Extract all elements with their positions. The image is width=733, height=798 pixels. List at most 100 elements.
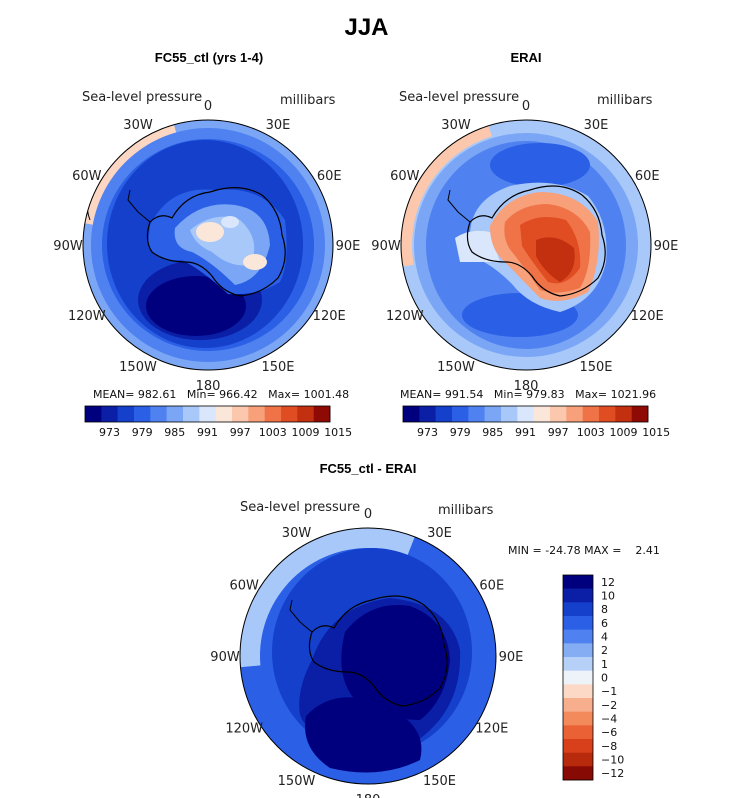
panel1-max-value: 1001.48 (303, 388, 350, 401)
panel2-colorbar-swatch (435, 406, 453, 422)
panel1-lon-label: 0 (204, 99, 212, 114)
panel2-colorbar-frame (402, 405, 649, 423)
panel3-colorbar-swatch (563, 725, 593, 740)
panel3-colorbar-swatch (563, 766, 593, 781)
panel2-map-border (400, 119, 652, 371)
panel3-colorbar-swatch (563, 575, 593, 589)
panel2-colorbar-swatch (533, 406, 551, 422)
panel3-lon-label: 60W (229, 579, 259, 594)
panel3-colorbar-tick: 0 (601, 672, 608, 685)
panel1-mean-value: 982.61 (137, 388, 177, 401)
panel3-stats: MIN = -24.78 MAX = 2.41 (508, 544, 660, 557)
panel1-colorbar-swatch (85, 406, 102, 422)
panel3-lon-label: 90E (499, 650, 524, 665)
panel3-colorbar-swatch (563, 752, 593, 767)
panel2-colorbar-tick: 997 (548, 426, 569, 439)
panel2-lon-label: 0 (522, 99, 530, 114)
panel3-colorbar-tick: 1 (601, 658, 608, 671)
figure-title: JJA (344, 14, 389, 41)
panel3-variable: Sea-level pressure (240, 500, 361, 515)
panel3-lon-label: 150W (278, 774, 316, 789)
panel1-min-value: 966.42 (219, 388, 258, 401)
panel2-colorbar-swatch (403, 406, 420, 422)
panel2-mean-value: 991.54 (444, 388, 484, 401)
panel3-lon-label: 120W (225, 722, 263, 737)
panel3-colorbar-tick: 8 (601, 603, 608, 616)
panel1-colorbar-swatch (166, 406, 184, 422)
panel3-colorbar-swatch (563, 629, 593, 644)
panel3-colorbar-tick: 6 (601, 617, 608, 630)
colorbars: 973 979 985 991 997 1003 1009 1015 973 979 985 991 9… (84, 405, 670, 781)
panel3-colorbar-swatch (563, 616, 593, 630)
panel1-colorbar-tick: 973 (99, 426, 120, 439)
panel3-colorbar-swatch (563, 739, 593, 753)
panel1-colorbar-swatch (134, 406, 151, 422)
panel1-lon-label: 150E (261, 360, 294, 375)
panel3-colorbar-tick: 10 (601, 590, 615, 603)
panel1-lon-label: 60E (317, 169, 342, 184)
panel1-colorbar-swatch (264, 406, 282, 422)
panel3-colorbar-swatch (563, 670, 593, 685)
panel1-colorbar-swatch (248, 406, 265, 422)
panel3-title: FC55_ctl - ERAI (319, 461, 417, 476)
panel2-min-value: 979.83 (526, 388, 565, 401)
panel3-colorbar-swatch (563, 684, 593, 699)
panel2-lon-label: 30W (441, 118, 471, 133)
lon-labels: 030E60E90E120E150E180150W120W90W60W30W03… (53, 99, 678, 798)
panel3-min-value: -24.78 (545, 544, 581, 557)
panel1-colorbar-tick: 979 (132, 426, 153, 439)
panel1-lon-label: 90W (53, 239, 83, 254)
panel3-lon-label: 150E (423, 774, 456, 789)
panel1-colorbar-tick: 991 (197, 426, 218, 439)
panel1-max-label: Max= (268, 388, 301, 401)
panel3-colorbar-tick: −10 (601, 754, 624, 767)
panel1-lon-label: 30W (123, 118, 153, 133)
panel1-colorbar-tick: 997 (230, 426, 251, 439)
panel1-colorbar-tick: 985 (164, 426, 185, 439)
panel1-title: FC55_ctl (yrs 1-4) (154, 50, 264, 65)
panel3-map (240, 528, 496, 784)
panel3-lon-label: 30W (282, 526, 312, 541)
panel3-min-label: MIN = (508, 544, 542, 557)
panel3-lon-label: 0 (364, 507, 372, 522)
panel3-colorbar-tick: 12 (601, 576, 615, 589)
panel2-lon-label: 60E (635, 169, 660, 184)
panel2-variable: Sea-level pressure (399, 90, 520, 105)
panel3-colorbar-swatch (563, 657, 593, 671)
panel2-colorbar-tick: 973 (417, 426, 438, 439)
panel3-lon-label: 120E (475, 722, 508, 737)
panel1-lon-label: 150W (119, 360, 157, 375)
panel2-lon-label: 60W (390, 169, 420, 184)
panel1-colorbar-swatch (215, 406, 233, 422)
panel2-colorbar-tick: 1009 (610, 426, 638, 439)
panel3-lon-label: 180 (356, 793, 381, 798)
panel2-colorbar-swatch (615, 406, 632, 422)
panel3-lon-label: 90W (210, 650, 240, 665)
panel2-colorbar-swatch (631, 406, 649, 422)
panel3-colorbar-tick: −6 (601, 726, 617, 739)
panel1-colorbar-swatch (232, 406, 249, 422)
panel2-colorbar-swatch (419, 406, 436, 422)
panel1-stats: MEAN= 982.61 Min= 966.42 Max= 1001.48 (93, 388, 349, 401)
panel2-min-label: Min= (493, 388, 523, 401)
panel2-colorbar-tick: 1003 (577, 426, 605, 439)
panel1-colorbar-tick: 1009 (292, 426, 320, 439)
panel1-colorbar-swatch (281, 406, 298, 422)
panel2-map (401, 120, 651, 370)
panel3-map-border (239, 527, 497, 785)
panel2-colorbar-swatch (468, 406, 485, 422)
panel1-lon-label: 120E (313, 309, 346, 324)
panel2-units: millibars (597, 93, 653, 108)
panel2-colorbar-swatch (550, 406, 567, 422)
panel3-units: millibars (438, 503, 494, 518)
panel1-lon-label: 90E (336, 239, 361, 254)
panel1-colorbar-swatch (297, 406, 314, 422)
panel1-map (83, 120, 333, 370)
panel1-lon-label: 60W (72, 169, 102, 184)
panel2-colorbar-swatch (484, 406, 502, 422)
panel2-colorbar-swatch (452, 406, 469, 422)
panel2-colorbar-swatch (582, 406, 600, 422)
panel3-colorbar-frame (562, 574, 594, 781)
panel3-lon-label: 60E (479, 579, 504, 594)
